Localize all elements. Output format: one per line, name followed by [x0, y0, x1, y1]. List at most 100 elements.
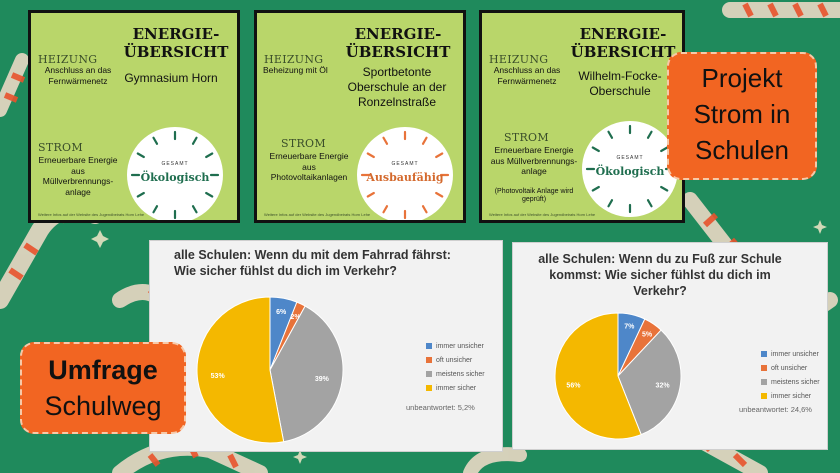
- pie-label: 32%: [656, 382, 671, 389]
- card-footer: Weitere Infos auf der Website des Jugend…: [264, 212, 371, 217]
- legend-swatch: [426, 357, 432, 363]
- card-title: ENERGIE-ÜBERSICHT: [570, 25, 676, 61]
- legend-swatch: [761, 393, 767, 399]
- chart-legend: immer unsicher oft unsicher meistens sic…: [426, 339, 485, 395]
- rating-text: Ausbaufähig: [366, 171, 444, 184]
- legend-swatch: [761, 379, 767, 385]
- strom-text: Erneuerbare Energie aus Photovoltaikanla…: [269, 151, 349, 182]
- gauge-tick: [421, 136, 428, 145]
- gauge-tick: [152, 205, 159, 214]
- gauge-dial: [127, 127, 223, 220]
- umfrage-line-1: Umfrage: [48, 355, 158, 385]
- projekt-line-2: Strom in: [693, 99, 791, 129]
- umfrage-line-2: Schulweg: [44, 391, 162, 421]
- gauge-tick: [152, 136, 159, 145]
- pie-slice-3: [196, 296, 285, 444]
- legend-item: meistens sicher: [426, 367, 485, 381]
- chart-panel-bike: alle Schulen: Wenn du mit dem Fahrrad fä…: [149, 240, 503, 452]
- gauge-tick: [136, 191, 145, 198]
- chart-panel-walk: alle Schulen: Wenn du zu Fuß zur Schule …: [512, 242, 828, 450]
- rating-gauge: GESAMT Ökologisch: [123, 123, 227, 220]
- chart-legend: immer unsicher oft unsicher meistens sic…: [761, 347, 820, 403]
- pie-label: 2%: [290, 314, 301, 321]
- pie-label: 7%: [624, 324, 635, 331]
- gauge-tick: [421, 205, 428, 214]
- pie-slice-2: [617, 329, 682, 436]
- heizung-text: Beheizung mit Öl: [263, 65, 328, 75]
- gauge-tick: [205, 191, 214, 198]
- pie-label: 53%: [211, 373, 226, 380]
- gauge-tick: [382, 205, 389, 214]
- gauge-top-text: GESAMT: [391, 161, 419, 167]
- legend-swatch: [761, 365, 767, 371]
- rating-text: Ökologisch: [595, 165, 665, 178]
- pie-label: 5%: [642, 331, 653, 338]
- strom-note: (Photovoltaik Anlage wird geprüft): [494, 188, 574, 203]
- gauge-tick: [136, 152, 145, 159]
- gauge-tick: [646, 199, 653, 208]
- gauge-tick: [205, 152, 214, 159]
- unanswered-note: unbeantwortet: 5,2%: [406, 403, 475, 412]
- energy-card-2: ENERGIE-ÜBERSICHT Sportbetonte Oberschul…: [254, 10, 466, 223]
- legend-swatch: [426, 385, 432, 391]
- pie-label: 39%: [315, 376, 330, 383]
- legend-swatch: [426, 343, 432, 349]
- legend-item: oft unsicher: [761, 361, 820, 375]
- legend-item: oft unsicher: [426, 353, 485, 367]
- gauge-tick: [191, 136, 198, 145]
- heizung-text: Anschluss an das Fernwärmenetz: [493, 65, 561, 86]
- gauge-tick: [646, 130, 653, 139]
- umfrage-badge: Umfrage Schulweg: [20, 342, 186, 434]
- projekt-badge: Projekt Strom in Schulen: [667, 52, 817, 180]
- gauge-tick: [191, 205, 198, 214]
- strom-text: Erneuerbare Energie aus Müllverbrennungs…: [490, 145, 578, 176]
- gauge-tick: [591, 146, 600, 153]
- school-name: Wilhelm-Focke-Oberschule: [578, 69, 662, 98]
- gauge-top-text: GESAMT: [161, 161, 189, 167]
- school-name: Sportbetonte Oberschule an der Ronzelnst…: [347, 65, 447, 109]
- legend-swatch: [761, 351, 767, 357]
- gauge-tick: [435, 191, 444, 198]
- gauge-tick: [366, 152, 375, 159]
- gauge-dial: [357, 127, 453, 220]
- card-title: ENERGIE-ÜBERSICHT: [345, 25, 451, 61]
- strom-label: STROM: [281, 137, 326, 150]
- gauge-tick: [366, 191, 375, 198]
- energy-card-1: ENERGIE-ÜBERSICHT Gymnasium Horn HEIZUNG…: [28, 10, 240, 223]
- gauge-tick: [435, 152, 444, 159]
- card-footer: Weitere Infos auf der Website des Jugend…: [489, 212, 596, 217]
- legend-item: meistens sicher: [761, 375, 820, 389]
- pie-slice-3: [554, 312, 642, 440]
- heizung-text: Anschluss an das Fernwärmenetz: [44, 65, 112, 86]
- pie-label: 6%: [276, 309, 287, 316]
- card-title: ENERGIE-ÜBERSICHT: [123, 25, 229, 61]
- chart-title: alle Schulen: Wenn du mit dem Fahrrad fä…: [174, 248, 451, 278]
- strom-text: Erneuerbare Energie aus Müllverbrennungs…: [38, 155, 118, 197]
- rating-text: Ökologisch: [140, 171, 210, 184]
- energy-card-3: ENERGIE-ÜBERSICHT Wilhelm-Focke-Oberschu…: [479, 10, 685, 223]
- heizung-label: HEIZUNG: [38, 53, 98, 66]
- legend-item: immer unsicher: [761, 347, 820, 361]
- legend-swatch: [426, 371, 432, 377]
- legend-item: immer unsicher: [426, 339, 485, 353]
- chart-title: alle Schulen: Wenn du zu Fuß zur Schule …: [538, 252, 782, 298]
- rating-gauge: GESAMT Ausbaufähig: [353, 123, 457, 220]
- gauge-tick: [607, 199, 614, 208]
- strom-label: STROM: [38, 141, 83, 154]
- projekt-line-3: Schulen: [695, 135, 789, 165]
- gauge-tick: [660, 185, 669, 192]
- gauge-tick: [660, 146, 669, 153]
- card-footer: Weitere Infos auf der Website des Jugend…: [38, 212, 145, 217]
- heizung-label: HEIZUNG: [264, 53, 324, 66]
- legend-item: immer sicher: [426, 381, 485, 395]
- projekt-line-1: Projekt: [701, 63, 783, 93]
- gauge-tick: [591, 185, 600, 192]
- gauge-tick: [382, 136, 389, 145]
- pie-chart-bike: 6%2% 39% 53%: [196, 296, 344, 444]
- pie-chart-walk: 7% 5% 32% 56%: [554, 312, 682, 440]
- pie-label: 56%: [566, 382, 581, 389]
- strom-label: STROM: [504, 131, 549, 144]
- school-name: Gymnasium Horn: [124, 71, 218, 85]
- gauge-top-text: GESAMT: [616, 155, 644, 161]
- pie-slice-2: [269, 305, 344, 443]
